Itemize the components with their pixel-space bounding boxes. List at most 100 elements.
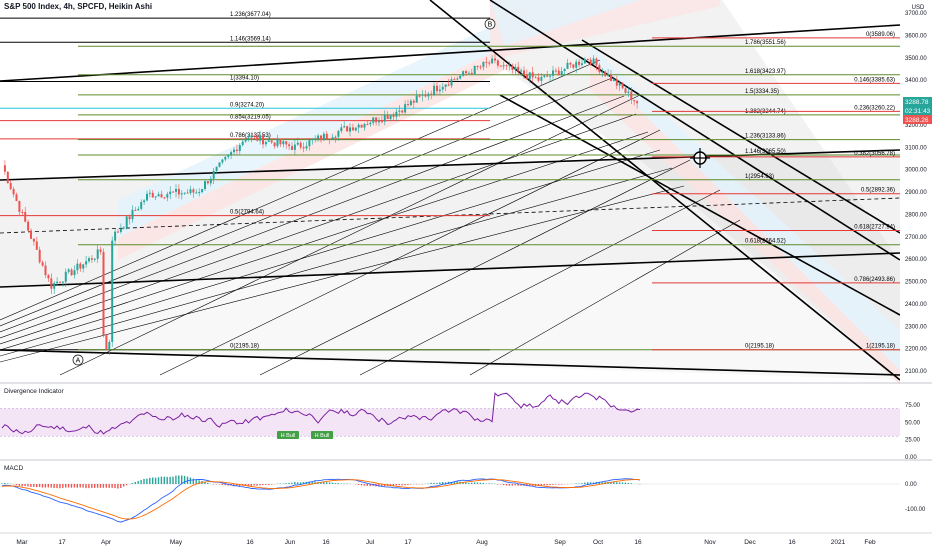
fib-green-label: 1(2954.63) [745,174,774,180]
candle [38,249,41,263]
candle [154,196,157,198]
fan-line [59,94,641,376]
candle [465,71,467,74]
macd-histogram [616,482,618,484]
candle [250,135,253,138]
candle [195,192,198,194]
fib-label: 0(2195.18) [230,344,259,350]
candle [398,110,401,112]
candle [3,165,6,172]
macd-histogram [497,484,499,485]
candle [186,192,189,194]
macd-histogram [259,484,261,486]
macd-histogram [224,484,226,486]
candle [44,265,47,276]
fib-label: 1.146(3569.14) [230,36,271,42]
macd-histogram [24,484,26,487]
candle [496,60,499,66]
candle [366,124,369,126]
candle [143,200,146,203]
macd-histogram [250,484,252,487]
candle [618,82,621,86]
fib-red-label: 0.618(2727.94) [854,224,895,230]
candle [349,127,351,132]
macd-histogram [482,482,484,484]
candle [499,65,502,67]
macd-histogram [157,477,160,484]
time-label: Aug [476,539,488,546]
candle [276,138,279,147]
macd-histogram [140,479,142,484]
fan-line [469,219,741,376]
candle [163,197,166,199]
candle [563,68,566,72]
macd-histogram [314,481,316,484]
macd-histogram [552,484,554,485]
price-tick: 3200.00 [905,123,927,129]
macd-histogram [546,484,548,486]
candle [459,75,462,79]
time-label: Oct [593,539,603,546]
price-tick: 3500.00 [905,56,927,62]
macd-histogram [108,484,110,488]
candle [581,63,583,65]
macd-histogram [143,478,145,484]
macd-histogram [511,484,513,486]
candle [189,189,192,193]
candle [430,93,433,95]
rising-channel [490,0,640,46]
candle [212,170,215,179]
macd-histogram [436,482,438,484]
time-label: 16 [246,539,254,546]
macd-histogram [357,484,360,485]
candle [633,100,636,102]
macd-histogram [253,484,255,486]
macd-histogram [38,484,41,487]
candle [47,275,50,279]
candle [389,115,392,120]
candle [148,192,151,194]
trend-line [489,0,901,261]
macd-histogram [154,477,157,484]
fib-label: 0.854(3219.05) [230,115,271,121]
macd-histogram [326,482,328,484]
candle [209,178,212,184]
macd-histogram [465,482,467,484]
time-label: 16 [322,539,330,546]
candle [372,117,375,123]
macd-histogram [517,484,519,486]
time-label: 16 [634,539,642,546]
macd-histogram [192,478,194,484]
candle [462,71,465,76]
candle [108,341,111,350]
macd-histogram [444,482,447,484]
candle [491,58,494,64]
candle [282,141,285,145]
macd-histogram [44,484,47,488]
candle [256,135,259,141]
macd-histogram [578,483,580,484]
price-badge-text: 3288.78 [905,99,929,106]
candle [407,104,409,106]
candle [467,72,470,74]
macd-histogram [627,482,629,484]
candle [146,193,148,201]
candle [53,283,56,289]
candle [314,138,317,140]
candle [572,64,575,68]
candle [293,144,296,150]
macd-histogram [294,482,296,484]
osc-band [0,408,900,437]
candle [279,138,282,145]
macd-histogram [189,477,192,484]
macd-histogram [163,476,165,484]
macd-histogram [204,482,206,484]
macd-histogram [285,483,287,484]
candle [612,79,615,81]
candle [627,91,630,93]
macd-histogram [299,482,302,484]
macd-histogram [372,484,374,487]
candle [470,72,473,75]
price-tick: 2200.00 [905,347,927,353]
